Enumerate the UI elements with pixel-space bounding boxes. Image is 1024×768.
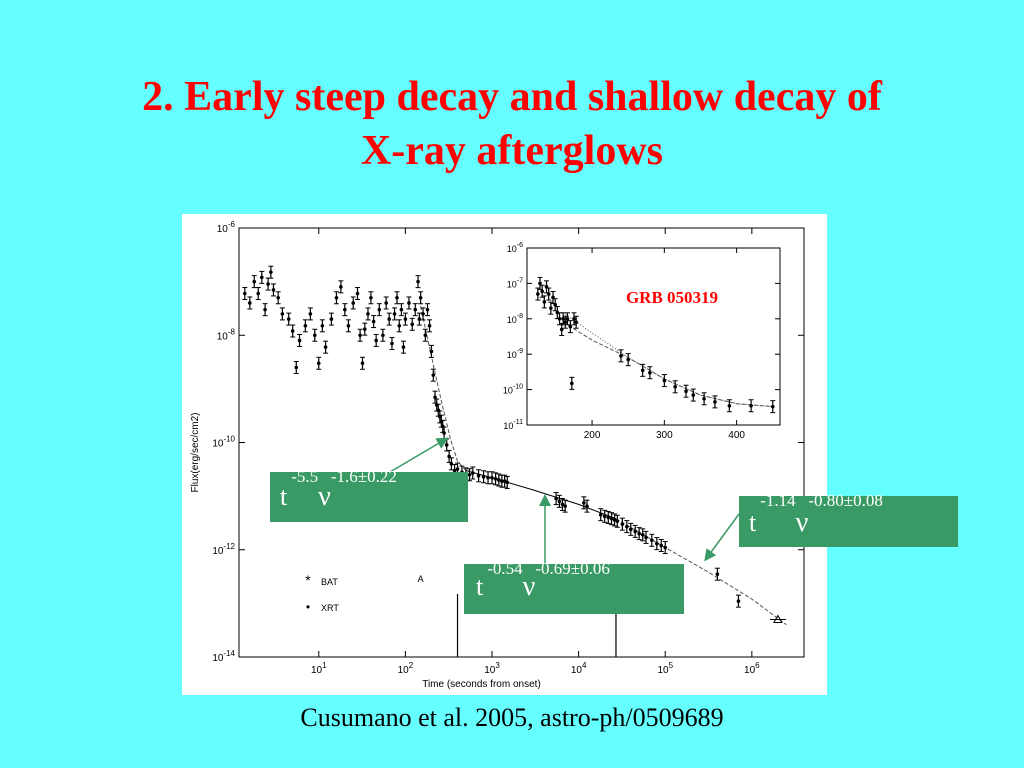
- inset-x-tick-label: 300: [656, 430, 673, 441]
- y-tick-label: 10-6: [217, 220, 236, 235]
- inset-y-tick-label: 10-9: [507, 348, 523, 360]
- slide-title-line-2: X-ray afterglows: [360, 128, 664, 174]
- legend-label: BAT: [321, 577, 338, 587]
- citation-caption: Cusumano et al. 2005, astro-ph/0509689: [300, 703, 724, 732]
- inset-plot-frame: [526, 247, 781, 426]
- inset-y-tick-label: 10-8: [507, 313, 523, 325]
- callout-nu: ν: [522, 571, 536, 602]
- y-axis-label: Flux(erg/sec/cm2): [190, 412, 201, 492]
- callout-t-exponent: -5.5: [291, 467, 319, 486]
- segment-label: A: [418, 574, 424, 584]
- slide-title-line-1: 2. Early steep decay and shallow decay o…: [142, 74, 882, 120]
- fit-curve-segment-0: [420, 305, 467, 471]
- legend-marker: *: [305, 572, 311, 588]
- x-axis-label: Time (seconds from onset): [422, 679, 541, 690]
- callout-t: t: [280, 482, 288, 511]
- callout-nu: ν: [795, 507, 809, 538]
- light-curve-figure: 101 102 103 104 105 106 10-14 10-12 10-10 10-8 10-…: [182, 214, 827, 695]
- inset-y-tick-label: 10-6: [507, 242, 523, 254]
- callout-t: t: [476, 572, 484, 601]
- inset-y-tick-label: 10-7: [507, 277, 523, 289]
- inset-y-tick-label: 10-10: [503, 384, 523, 396]
- inset-x-tick-label: 400: [728, 430, 745, 441]
- x-tick-label: 103: [484, 661, 500, 676]
- callout-nu-exponent: -0.69±0.06: [535, 559, 610, 578]
- inset-background: [487, 238, 790, 447]
- callout-nu-exponent: -1.6±0.22: [330, 467, 397, 486]
- fit-curve-segment-2: [615, 518, 787, 626]
- y-tick-label: 10-14: [212, 649, 235, 664]
- inset-y-tick-label: 10-11: [503, 419, 523, 431]
- inset-title: GRB 050319: [626, 288, 718, 307]
- callout-shallow-decay: t -0.54ν-0.69±0.06: [464, 560, 684, 614]
- callout-normal-decay: t -1.14ν-0.80±0.08: [739, 492, 958, 547]
- callout-t-exponent: -1.14: [760, 491, 796, 510]
- callout-nu-exponent: -0.80±0.08: [808, 491, 883, 510]
- y-tick-label: 10-10: [212, 435, 235, 450]
- y-tick-label: 10-8: [217, 327, 236, 342]
- callout-steep-decay: t -5.5ν-1.6±0.22: [270, 468, 468, 522]
- x-tick-label: 101: [311, 661, 327, 676]
- light-curve-plot: 101 102 103 104 105 106 10-14 10-12 10-10 10-8 10-…: [190, 220, 805, 690]
- inset-x-tick-label: 200: [584, 430, 601, 441]
- callout-t: t: [749, 508, 757, 537]
- callout-t-exponent: -0.54: [487, 559, 523, 578]
- legend-label: XRT: [321, 603, 339, 613]
- callout-nu: ν: [318, 481, 331, 512]
- x-tick-label: 102: [398, 661, 414, 676]
- legend-marker: •: [306, 600, 310, 614]
- x-tick-label: 106: [744, 661, 760, 676]
- x-tick-label: 105: [657, 661, 673, 676]
- x-tick-label: 104: [571, 661, 587, 676]
- y-tick-label: 10-12: [212, 542, 235, 557]
- slide-title: 2. Early steep decay and shallow decay o…: [0, 70, 1024, 178]
